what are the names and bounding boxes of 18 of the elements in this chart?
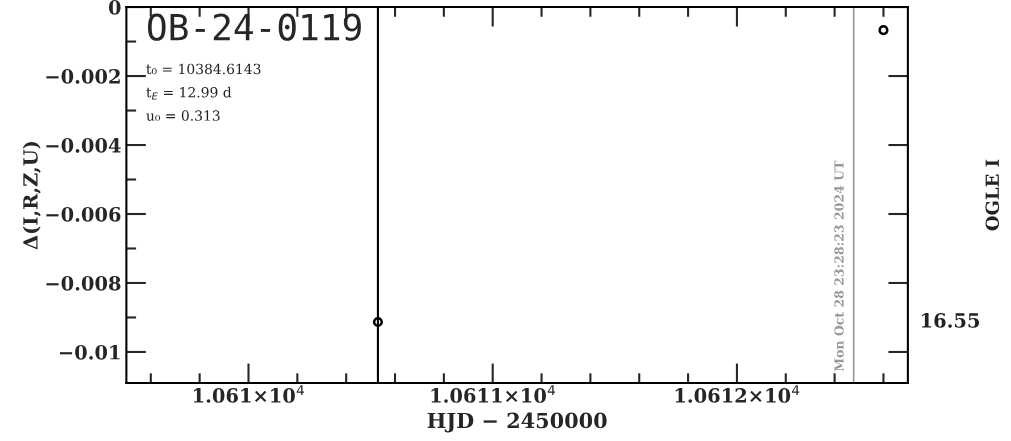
- y-tick-label: −0.002: [46, 68, 120, 84]
- y-tick-label: −0.01: [59, 344, 120, 360]
- y-tick-label: 0: [108, 0, 121, 15]
- annotation: Mon Oct 28 23:28:23 2024 UT: [834, 160, 844, 372]
- x-tick-label: 1.061×10$^{4}$: [193, 385, 304, 403]
- y-tick-label: −0.006: [46, 206, 121, 222]
- annotation: t₀ = 10384.6143: [146, 63, 261, 75]
- text: 16.55: [921, 313, 980, 328]
- x-tick-label: 1.0611×10$^{4}$: [431, 385, 555, 403]
- y-tick-label: −0.008: [46, 275, 121, 291]
- annotation: t$_{E}$ = 12.99 d: [146, 86, 232, 100]
- text: OGLE I: [985, 159, 1000, 231]
- y-axis-title: Δ(I,R,Z,U): [22, 141, 41, 250]
- chart-title: OB-24-0119: [147, 13, 361, 41]
- y-tick-label: −0.004: [46, 137, 121, 153]
- annotation: u₀ = 0.313: [146, 110, 220, 121]
- x-tick-label: 1.0612×10$^{4}$: [675, 385, 800, 403]
- x-axis-title: HJD − 2450000: [427, 412, 607, 433]
